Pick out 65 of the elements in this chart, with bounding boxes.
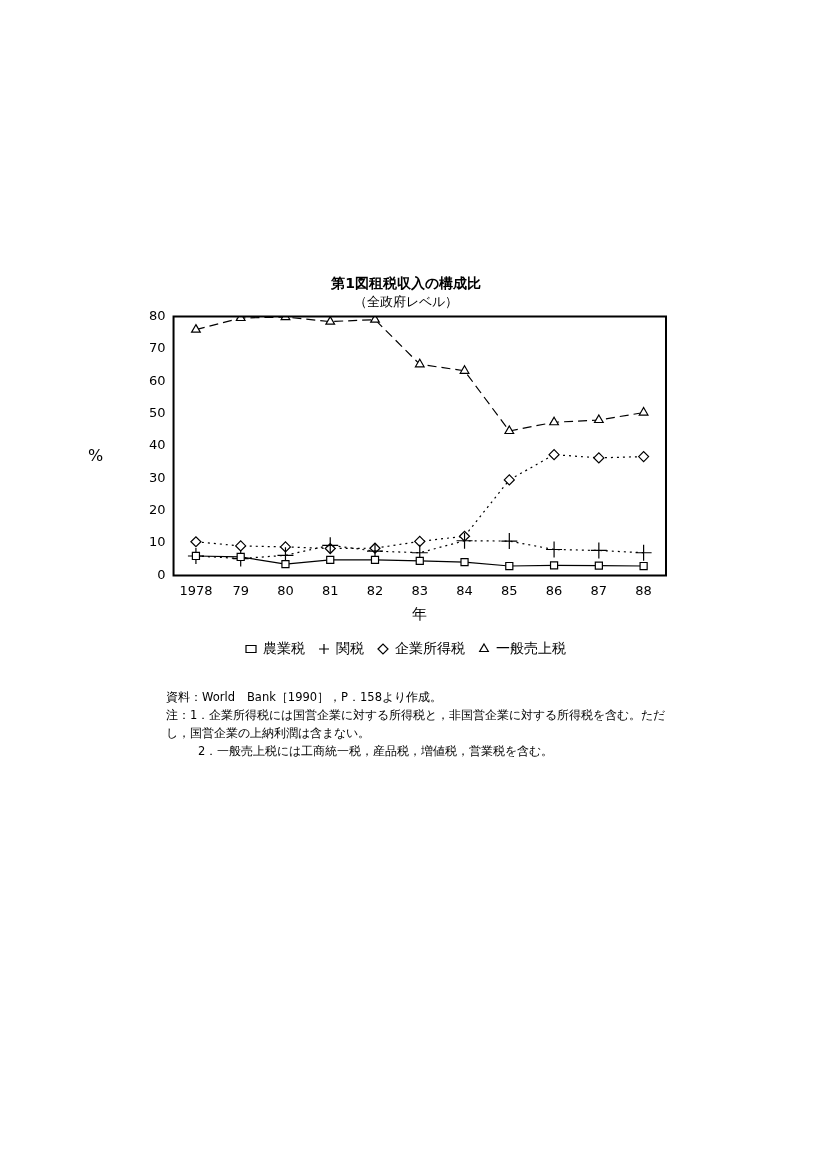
point: [326, 555, 335, 564]
x-tick-label: 83: [411, 582, 429, 598]
point: [593, 452, 605, 464]
point: [549, 561, 559, 570]
x-tick-label: 86: [545, 582, 563, 598]
text: 2．一般売上税には工商統一税，産品税，増値税，営業税を含む。: [197, 743, 555, 760]
x-tick-label: 81: [321, 582, 339, 598]
y-tick-label: 80: [149, 307, 166, 323]
chart-title: 第1図租税収入の構成比: [330, 275, 481, 292]
point: [281, 559, 290, 569]
point: [549, 416, 560, 426]
point: [279, 541, 292, 553]
legend-label: 企業所得税: [395, 639, 465, 656]
x-tick-label: 88: [635, 582, 652, 598]
point: [635, 544, 653, 562]
x-tick-label: 79: [232, 582, 249, 598]
y-tick-label: 50: [149, 404, 166, 420]
legend-label: 関税: [336, 639, 364, 656]
point: [235, 540, 247, 552]
x-tick-label: 85: [501, 582, 518, 598]
y-tick-label: 0: [157, 566, 166, 582]
x-tick-label: 87: [590, 582, 608, 598]
point: [370, 316, 380, 323]
point: [638, 406, 649, 416]
x-tick-label: 82: [366, 582, 384, 598]
x-axis-title: 年: [412, 604, 428, 623]
y-tick-label: 70: [149, 340, 166, 356]
y-tick-label: 40: [149, 437, 166, 453]
x-tick-label: 1978: [179, 582, 213, 598]
point: [321, 536, 339, 554]
point: [460, 557, 469, 567]
x-tick-label: 84: [456, 582, 473, 598]
y-axis-title: %: [88, 446, 104, 465]
x-tick-label: 80: [277, 582, 294, 598]
legend-label: 農業税: [263, 639, 305, 656]
y-tick-label: 10: [149, 534, 166, 550]
point: [414, 358, 425, 368]
text: 注：1．企業所得税には国営企業に対する所得税と，非国営企業に対する所得税を含む。ただし，国営企業の上納利潤は含まない。: [166, 707, 666, 742]
y-tick-label: 20: [149, 502, 166, 518]
point: [370, 555, 380, 564]
point: [415, 556, 424, 565]
point: [236, 552, 245, 562]
point: [594, 561, 603, 570]
point: [455, 532, 474, 550]
point: [505, 561, 514, 571]
point: [459, 365, 470, 374]
legend-label: 一般売上税: [496, 639, 566, 656]
point: [325, 316, 336, 325]
point: [639, 561, 648, 571]
point: [593, 414, 604, 424]
point: [191, 551, 201, 561]
y-tick-label: 30: [149, 469, 166, 485]
point: [548, 449, 560, 461]
point: [190, 536, 202, 548]
chart-subtitle: （全政府レベル）: [354, 293, 458, 309]
text: 資料：World Bank［1990］，P．158より作成。: [166, 689, 443, 706]
point: [191, 324, 201, 333]
y-tick-label: 60: [149, 372, 166, 388]
point: [414, 535, 426, 548]
point: [545, 540, 563, 559]
point: [504, 425, 515, 435]
point: [503, 474, 515, 486]
point: [638, 450, 650, 463]
point: [500, 532, 518, 550]
point: [590, 541, 608, 560]
